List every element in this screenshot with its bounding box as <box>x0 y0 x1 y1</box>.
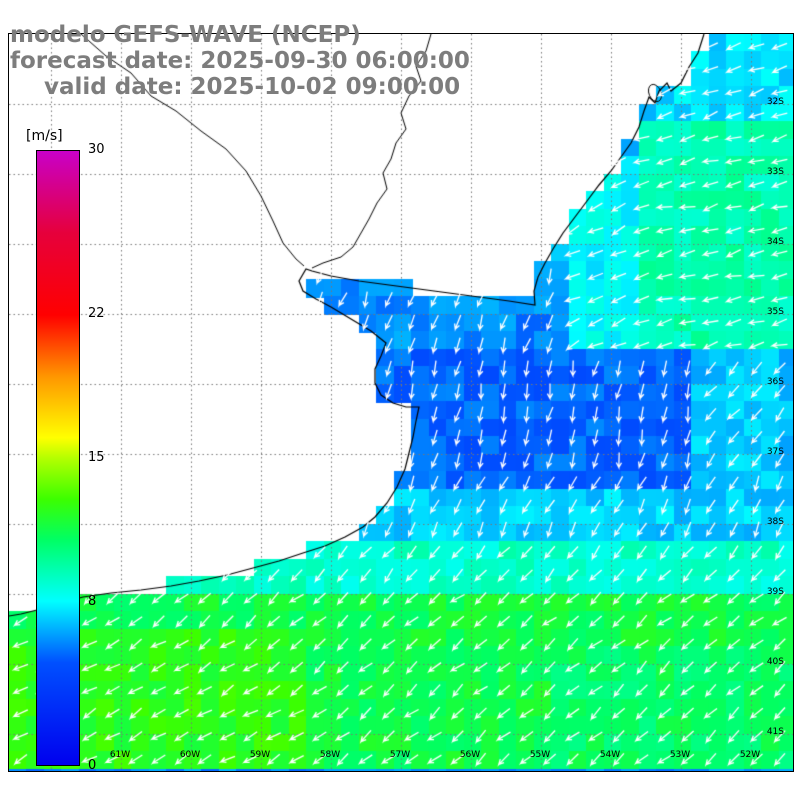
forecast-date: forecast date: 2025-09-30 06:00:00 <box>10 48 470 74</box>
lat-label: 36S <box>766 377 784 387</box>
lon-label: 57W <box>389 750 411 760</box>
colorbar-tick-label: 0 <box>88 758 97 773</box>
colorbar-tick-label: 30 <box>88 142 105 157</box>
colorbar-tick-label: 8 <box>88 593 97 609</box>
lat-label: 32S <box>766 97 784 107</box>
colorbar-tick-label: 22 <box>88 306 105 322</box>
colorbar-tick-label: 15 <box>88 450 105 465</box>
lat-label: 41S <box>766 727 784 737</box>
colorbar-gradient <box>37 151 79 765</box>
lat-label: 37S <box>766 447 784 457</box>
map-frame <box>8 33 794 772</box>
colorbar <box>36 150 80 766</box>
lon-label: 58W <box>319 750 341 760</box>
lon-label: 59W <box>249 750 271 760</box>
lon-label: 56W <box>459 750 481 760</box>
lon-label: 53W <box>669 750 691 760</box>
lat-label: 35S <box>766 307 784 317</box>
lat-label: 39S <box>766 587 784 597</box>
lon-label: 60W <box>179 750 201 760</box>
lon-label: 52W <box>739 750 761 760</box>
model-title: modelo GEFS-WAVE (NCEP) <box>10 22 361 48</box>
colorbar-unit-label: [m/s] <box>26 128 63 144</box>
lon-label: 54W <box>599 750 621 760</box>
lat-label: 40S <box>766 657 784 667</box>
lon-label: 61W <box>109 750 131 760</box>
lat-label: 34S <box>766 237 784 247</box>
lat-label: 38S <box>766 517 784 527</box>
lat-label: 33S <box>766 167 784 177</box>
valid-date: valid date: 2025-10-02 09:00:00 <box>44 74 461 100</box>
lon-label: 55W <box>529 750 551 760</box>
title-block: modelo GEFS-WAVE (NCEP) forecast date: 2… <box>10 22 470 100</box>
wave-field-canvas <box>9 34 793 771</box>
